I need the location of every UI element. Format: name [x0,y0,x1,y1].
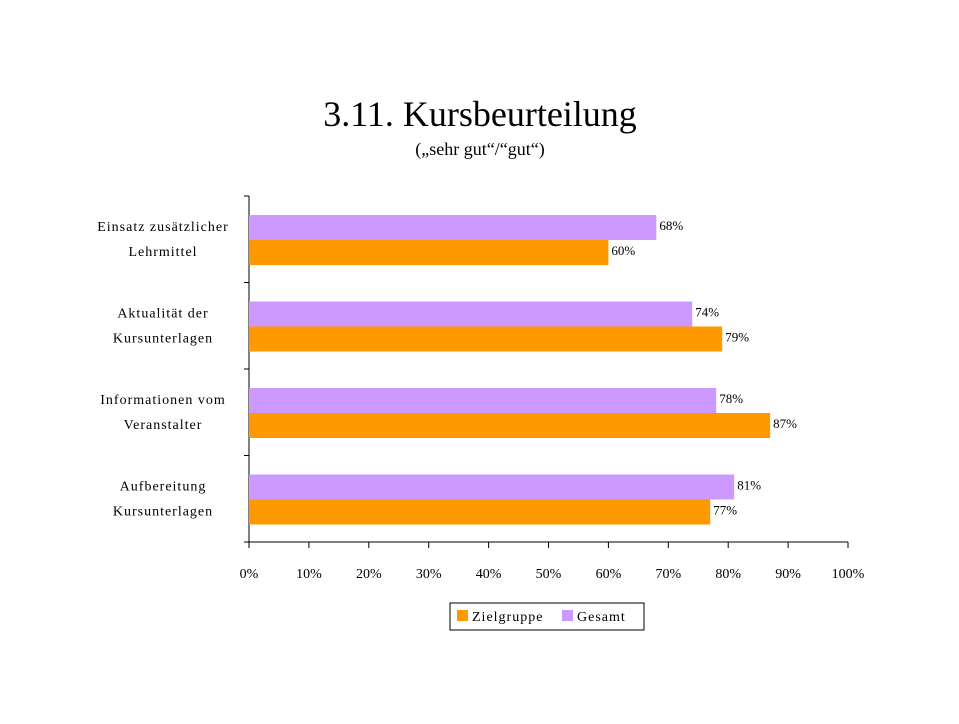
category-label: Aufbereitung [120,480,207,495]
data-label: 60% [611,243,635,258]
x-tick-label: 0% [240,567,259,582]
category-label: Einsatz zusätzlicher [97,220,229,235]
legend-box [449,602,645,631]
bar-zielgruppe [249,499,711,525]
category-label: Kursunterlagen [113,332,213,347]
data-label: 74% [695,305,719,320]
x-tick-label: 80% [715,567,741,582]
bar-gesamt [249,474,735,500]
legend-swatch-zielgruppe [457,610,468,621]
data-label: 81% [737,478,761,493]
bar-gesamt [249,215,657,240]
x-tick-label: 90% [775,567,801,582]
bar-zielgruppe [249,413,771,438]
category-label: Informationen vom [100,393,225,408]
data-label: 68% [659,218,683,233]
x-tick-label: 50% [536,567,562,582]
bar-zielgruppe [249,240,609,265]
legend-swatch-gesamt [562,610,573,621]
x-tick-label: 40% [476,567,502,582]
legend-label: Gesamt [577,610,626,625]
x-tick-label: 30% [416,567,442,582]
x-tick-label: 70% [655,567,681,582]
x-tick-label: 60% [596,567,622,582]
category-label: Aktualität der [117,307,208,322]
chart-subtitle: („sehr gut“/“gut“) [415,139,544,160]
data-label: 78% [719,391,743,406]
x-tick-label: 100% [832,567,865,582]
data-label: 87% [773,416,797,431]
bar-gesamt [249,301,693,327]
plot-area: 0% 10% 20% 30% 40% 50% 60% 70% 80% 90% 100% 68% 60% E… [97,195,865,582]
bar-gesamt [249,388,717,413]
legend-label: Zielgruppe [472,610,543,625]
category-label: Veranstalter [124,418,203,433]
data-label: 77% [713,503,737,518]
x-tick-label: 20% [356,567,382,582]
legend: Zielgruppe Gesamt [449,602,645,631]
bar-zielgruppe [249,326,723,352]
chart-title: 3.11. Kursbeurteilung [323,94,637,134]
x-tick-label: 10% [296,567,322,582]
category-label: Lehrmittel [128,245,197,260]
category-label: Kursunterlagen [113,505,213,520]
data-label: 79% [725,330,749,345]
